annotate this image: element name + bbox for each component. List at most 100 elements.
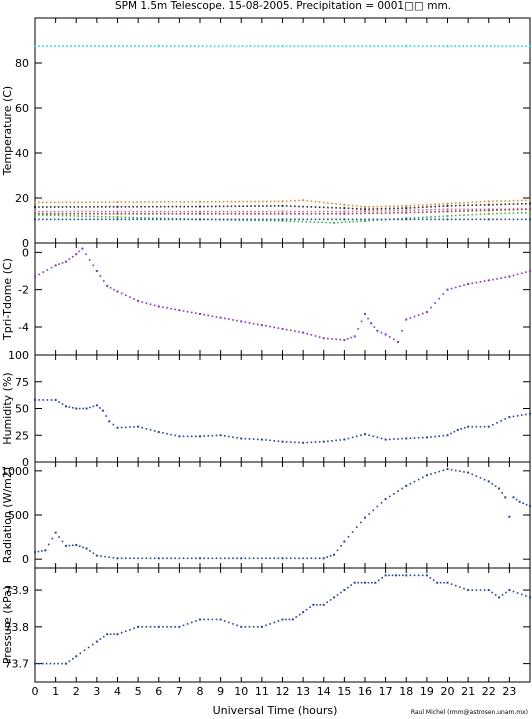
y-tick-label: 0 — [22, 237, 29, 250]
series-dot — [182, 310, 185, 312]
series-dot — [68, 660, 71, 662]
series-dot — [175, 218, 178, 221]
series-dot — [413, 217, 416, 219]
series-dot — [376, 212, 379, 214]
series-dot — [49, 210, 52, 213]
data-point — [436, 581, 439, 584]
series-dot — [318, 206, 321, 209]
series-dot — [42, 201, 44, 204]
series-dot — [351, 207, 354, 210]
series-dot — [380, 331, 383, 334]
data-point — [504, 496, 507, 499]
series-dot — [426, 203, 428, 206]
series-dot — [72, 544, 74, 547]
series-dot — [73, 201, 76, 204]
series-dot — [401, 218, 403, 221]
series-dot — [421, 574, 424, 577]
series-dot — [483, 208, 486, 211]
series-dot — [442, 45, 445, 47]
data-point — [199, 312, 201, 315]
series-dot — [46, 399, 49, 401]
series-dot — [421, 211, 424, 213]
y-axis-label: Humidity (%) — [1, 372, 14, 444]
series-dot — [104, 212, 107, 215]
series-dot — [79, 652, 82, 655]
series-dot — [450, 210, 453, 213]
x-tick-label: 11 — [255, 685, 269, 698]
series-dot — [214, 200, 217, 203]
series-dot — [129, 628, 131, 631]
series-dot — [238, 218, 241, 221]
series-dot — [100, 210, 103, 213]
series-dot — [89, 406, 91, 409]
series-dot — [222, 218, 225, 221]
series-dot — [277, 440, 280, 443]
series-dot — [167, 212, 170, 215]
data-point — [529, 45, 531, 48]
data-point — [116, 218, 119, 221]
series-dot — [509, 45, 512, 47]
series-dot — [178, 557, 181, 560]
series-dot — [496, 212, 498, 215]
series-dot — [78, 250, 81, 253]
series-dot — [331, 440, 333, 442]
series-dot — [309, 606, 311, 609]
data-point — [446, 218, 449, 221]
series-dot — [53, 662, 56, 665]
series-dot — [248, 557, 251, 560]
series-dot — [89, 206, 91, 208]
series-dot — [398, 574, 401, 577]
data-point — [34, 275, 36, 278]
data-point — [54, 264, 57, 267]
series-dot — [223, 317, 226, 320]
data-point — [34, 206, 36, 208]
series-dot — [149, 303, 152, 306]
series-dot — [61, 403, 64, 406]
series-dot — [77, 201, 80, 204]
series-dot — [185, 45, 188, 47]
series-dot — [100, 201, 103, 203]
series-dot — [89, 550, 91, 552]
series-dot — [471, 204, 474, 206]
data-point — [529, 596, 531, 599]
data-point — [116, 210, 119, 213]
series-dot — [289, 218, 292, 221]
series-dot — [242, 205, 245, 207]
series-dot — [475, 589, 478, 591]
series-dot — [140, 212, 142, 215]
series-dot — [49, 201, 52, 204]
series-dot — [426, 218, 428, 221]
series-dot — [373, 45, 376, 47]
series-dot — [521, 45, 523, 47]
series-dot — [140, 218, 142, 221]
series-dot — [285, 210, 288, 213]
series-dot — [483, 280, 486, 282]
y-tick-label: 1000 — [1, 465, 29, 478]
series-dot — [265, 45, 268, 47]
data-point — [343, 339, 346, 342]
series-dot — [258, 218, 260, 221]
series-dot — [100, 218, 103, 221]
series-dot — [504, 276, 507, 279]
series-dot — [314, 212, 317, 215]
series-dot — [409, 218, 412, 221]
series-dot — [294, 205, 296, 208]
x-tick-label: 23 — [502, 685, 516, 698]
series-dot — [475, 475, 478, 477]
series-dot — [479, 477, 482, 479]
series-dot — [347, 207, 350, 210]
series-dot — [236, 437, 238, 439]
series-dot — [205, 45, 208, 47]
series-dot — [175, 201, 178, 203]
series-dot — [252, 322, 255, 325]
series-dot — [306, 441, 309, 444]
series-dot — [397, 438, 399, 440]
data-point — [199, 557, 201, 560]
series-dot — [496, 218, 498, 221]
series-dot — [397, 207, 399, 210]
series-dot — [265, 325, 267, 327]
series-dot — [508, 200, 511, 202]
series-dot — [223, 620, 226, 622]
data-point — [199, 200, 201, 203]
series-dot — [313, 45, 316, 47]
